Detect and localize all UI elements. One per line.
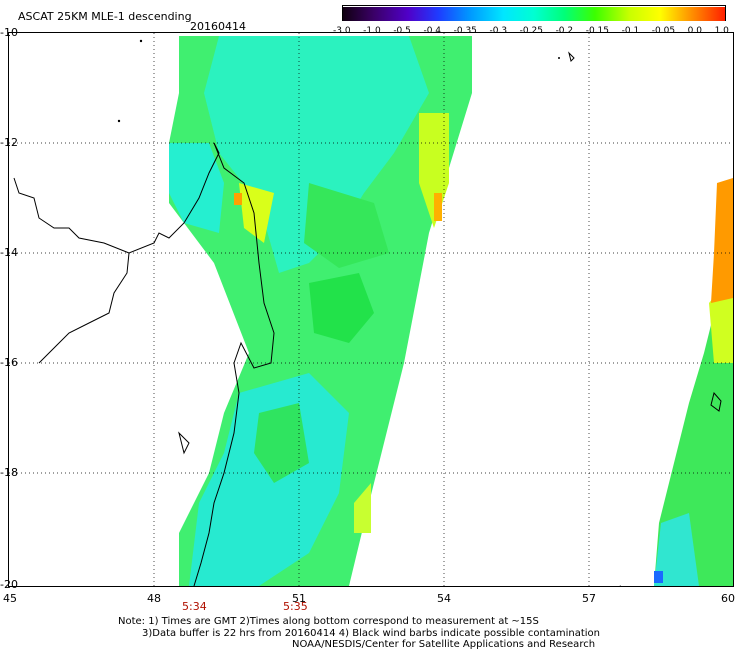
lon-label: 54 [437,592,451,605]
product-date: 20160414 [190,20,246,33]
swath-cyan-zone [169,143,224,233]
note-line-2: 3)Data buffer is 22 hrs from 20160414 4)… [142,628,600,639]
lat-label: -18 [0,466,18,479]
coastline-madagascar [193,142,275,586]
swath-green-zone [304,183,389,268]
island-dot [558,57,560,59]
note-line-3: NOAA/NESDIS/Center for Satellite Applica… [292,639,596,650]
swath-orange-cell [234,193,242,205]
color-scale-bar [342,5,726,21]
cbar-label: -0.5 [393,26,411,36]
cbar-label: -0.15 [585,26,610,36]
cbar-label: -1.0 [363,26,381,36]
time-label: 5:35 [283,600,308,613]
swath-right [654,178,733,586]
lon-label: 60 [721,592,735,605]
lon-label: 45 [3,592,17,605]
coastline-island [568,51,575,62]
note-line-1: Note: 1) Times are GMT 2)Times along bot… [118,616,539,627]
swath-cyan-zone [189,373,349,586]
island-dot [117,119,121,123]
swath-green-zone [309,273,374,343]
swath-yellow-zone [354,483,371,533]
cbar-label: -0.25 [519,26,543,36]
coastline-comoros [178,431,190,455]
cbar-label: 0.0 [687,26,702,36]
lat-label: -12 [0,136,18,149]
cbar-label: -0.4 [423,26,442,36]
swath-green-zone [254,403,309,483]
swath-right-blue-cell [654,571,663,583]
wind-map[interactable] [8,32,734,587]
time-label: 5:34 [182,600,207,613]
coastline-reunion [710,391,722,412]
lon-label: 48 [147,592,161,605]
swath-yellow-zone [239,183,274,243]
lat-label: -20 [0,578,18,591]
lat-label: -10 [0,26,18,39]
lon-label: 57 [582,592,596,605]
cbar-label: -0.05 [651,26,676,36]
cbar-label: -0.2 [555,26,574,36]
swath-right-orange [711,178,733,303]
lon-label: 51 [292,592,306,605]
cbar-label: -0.3 [489,26,508,36]
cbar-label: -3.0 [333,26,351,36]
island-dot [139,39,143,43]
coastline-africa-south [38,252,130,364]
cbar-label: -0.35 [453,26,477,36]
lat-label: -16 [0,356,18,369]
lat-label: -14 [0,246,18,259]
swath-right-cyan [654,513,699,586]
cbar-label: 1.0 [714,26,729,36]
swath-orange-cell [434,193,442,221]
color-scale-labels: -3.0 -1.0 -0.5 -0.4 -0.35 -0.3 -0.25 -0.… [333,26,729,36]
product-title: ASCAT 25KM MLE-1 descending [18,10,192,23]
cbar-label: -0.1 [621,26,640,36]
swath-cyan-zone [204,36,429,273]
